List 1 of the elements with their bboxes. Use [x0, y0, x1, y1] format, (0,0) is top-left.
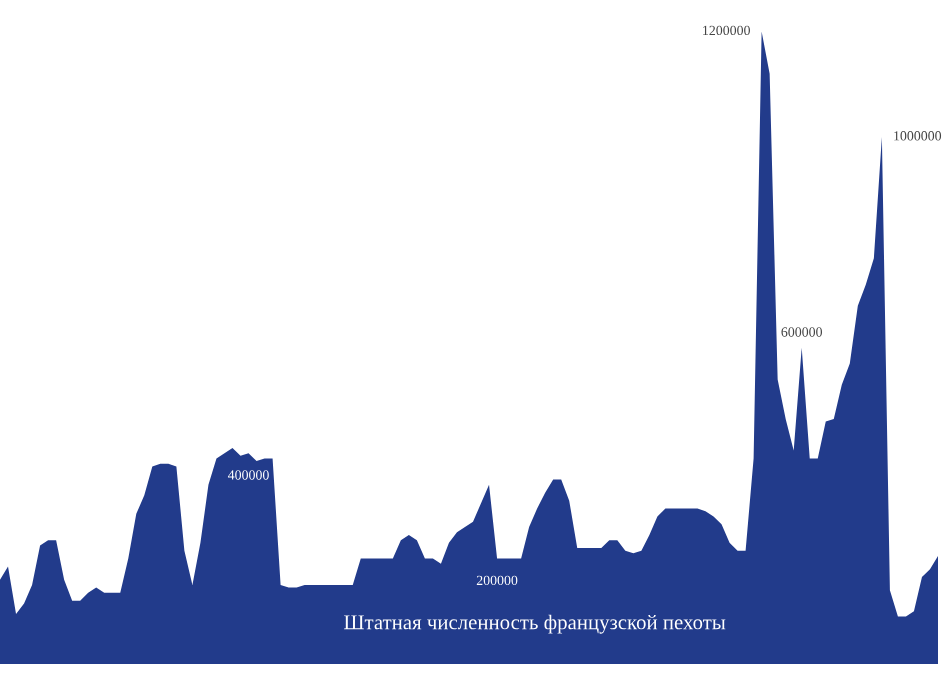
text: Штатная численность французской пехоты	[344, 614, 726, 634]
